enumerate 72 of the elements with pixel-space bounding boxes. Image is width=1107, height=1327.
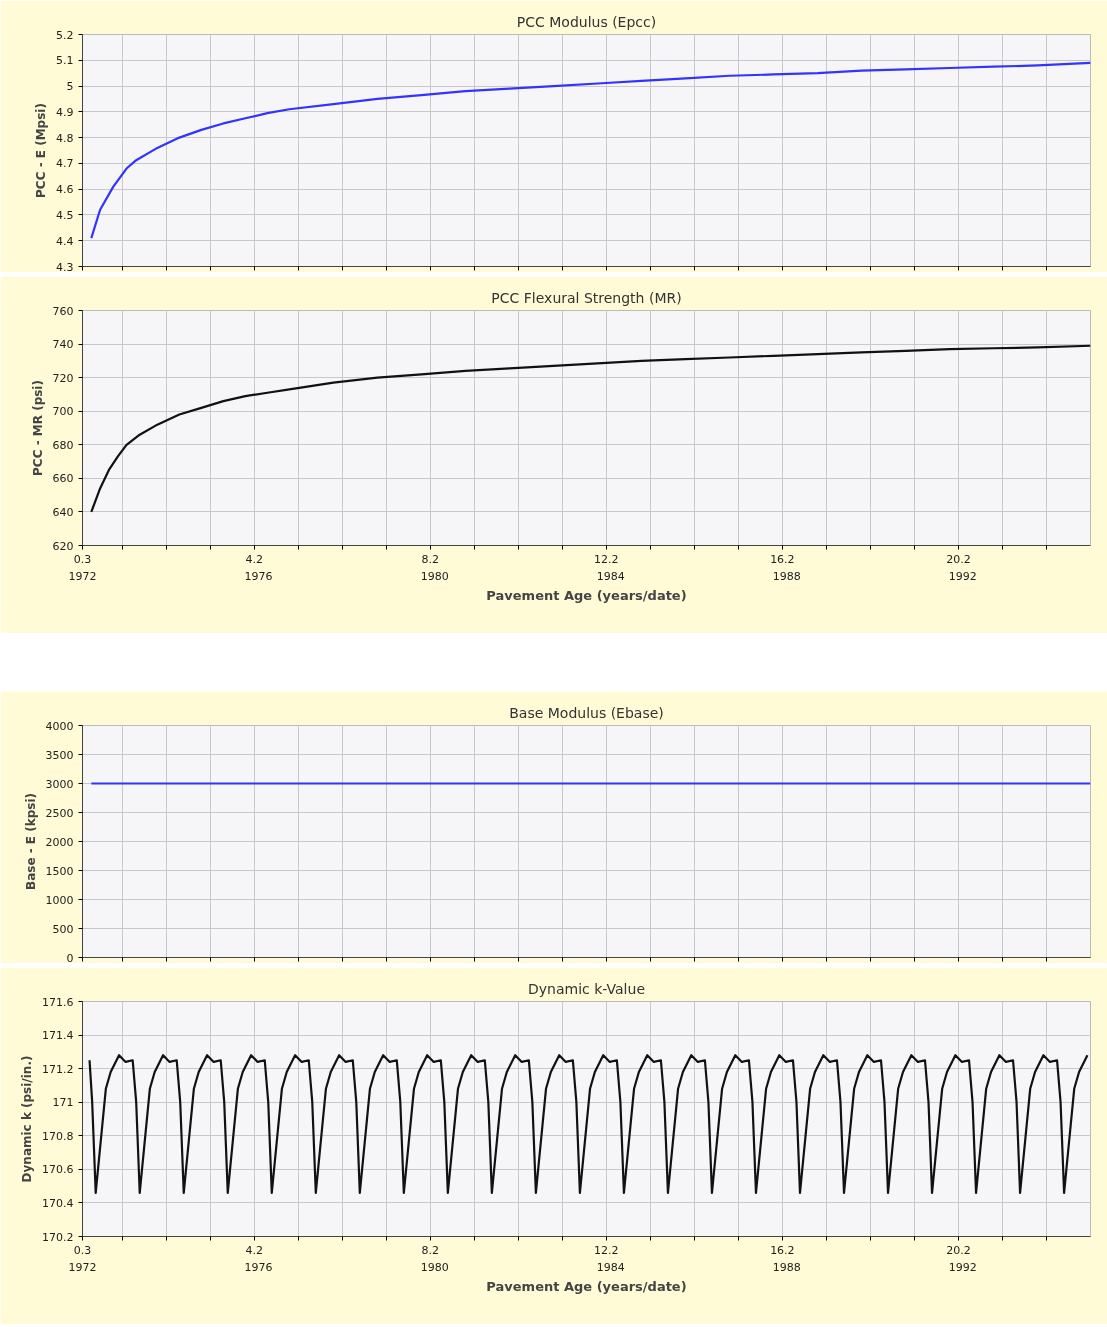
x2-tick-label: 1980: [420, 569, 449, 583]
y-tick-label: 2500: [45, 806, 74, 820]
y-tick-label: 1500: [45, 864, 74, 878]
line-series: [90, 344, 1091, 514]
y-tick-label: 500: [52, 922, 74, 936]
y-tick-label: 5: [66, 80, 74, 94]
y-tick-label: 680: [52, 438, 74, 452]
x-tick-label: 8.2: [421, 552, 439, 566]
y-tick-label: 4.5: [56, 208, 74, 222]
y-axis-title: Base - E (kpsi): [23, 792, 38, 891]
x2-tick-label: 1992: [948, 569, 977, 583]
x2-tick-label: 1976: [244, 1260, 273, 1274]
y-tick-label: 4.8: [56, 131, 74, 145]
y-tick-label: 170.2: [42, 1230, 74, 1244]
x2-tick-label: 1976: [244, 569, 273, 583]
y-tick-label: 171: [52, 1096, 74, 1110]
y-tick-label: 170.4: [42, 1196, 74, 1210]
y-tick-label: 171.4: [42, 1029, 74, 1043]
y-tick-label: 2000: [45, 835, 74, 849]
x-tick-label: 12.2: [594, 1243, 619, 1257]
chart-title: Dynamic k-Value: [528, 980, 645, 997]
y-tick-label: 5.1: [56, 54, 74, 68]
x-tick-label: 8.2: [421, 1243, 439, 1257]
x2-tick-label: 1980: [420, 1260, 449, 1274]
chart-title: PCC Modulus (Epcc): [516, 13, 657, 30]
x2-tick-label: 1984: [596, 1260, 625, 1274]
x-tick-label: 4.2: [245, 552, 263, 566]
x-tick-label: 12.2: [594, 552, 619, 566]
y-tick-label: 4.4: [56, 234, 74, 248]
chart-title: PCC Flexural Strength (MR): [491, 289, 682, 306]
y-tick-label: 4.9: [56, 105, 74, 119]
y-tick-label: 700: [52, 405, 74, 419]
y-axis-title: PCC - MR (psi): [30, 380, 45, 476]
y-tick-label: 5.2: [56, 28, 74, 42]
y-tick-label: 171.6: [42, 995, 74, 1009]
y-tick-label: 760: [52, 304, 74, 318]
x2-tick-label: 1988: [772, 569, 801, 583]
y-tick-label: 171.2: [42, 1062, 74, 1076]
y-tick-label: 0: [66, 951, 74, 965]
y-axis-title: PCC - E (Mpsi): [34, 103, 49, 198]
x-tick-label: 0.3: [73, 552, 92, 566]
y-tick-label: 3500: [45, 748, 74, 762]
y-tick-label: 170.6: [42, 1163, 74, 1177]
x-tick-label: 20.2: [946, 552, 971, 566]
line-series: [90, 61, 1091, 240]
y-tick-label: 620: [52, 539, 74, 553]
y-tick-label: 1000: [45, 893, 74, 907]
y-tick-label: 4000: [45, 719, 74, 733]
x-tick-label: 20.2: [946, 1243, 971, 1257]
x2-tick-label: 1992: [948, 1260, 977, 1274]
y-tick-label: 4.6: [56, 183, 74, 197]
y-tick-label: 4.3: [56, 260, 74, 274]
line-series: [88, 1054, 1089, 1194]
y-tick-label: 720: [52, 371, 74, 385]
x-axis-title: Pavement Age (years/date): [486, 587, 687, 603]
x2-tick-label: 1988: [772, 1260, 801, 1274]
y-tick-label: 3000: [45, 777, 74, 791]
x2-tick-label: 1972: [68, 1260, 97, 1274]
y-tick-label: 740: [52, 338, 74, 352]
y-tick-label: 660: [52, 472, 74, 486]
x-tick-label: 0.3: [73, 1243, 92, 1257]
x-tick-label: 16.2: [770, 1243, 795, 1257]
y-tick-label: 4.7: [56, 157, 74, 171]
y-tick-label: 640: [52, 505, 74, 519]
x-axis-title: Pavement Age (years/date): [486, 1278, 687, 1294]
y-axis-title: Dynamic k (psi/in.): [20, 1055, 35, 1183]
x-tick-label: 4.2: [245, 1243, 263, 1257]
chart-title: Base Modulus (Ebase): [509, 704, 664, 721]
y-tick-label: 170.8: [42, 1129, 74, 1143]
x-tick-label: 16.2: [770, 552, 795, 566]
x2-tick-label: 1972: [68, 569, 97, 583]
x2-tick-label: 1984: [596, 569, 625, 583]
